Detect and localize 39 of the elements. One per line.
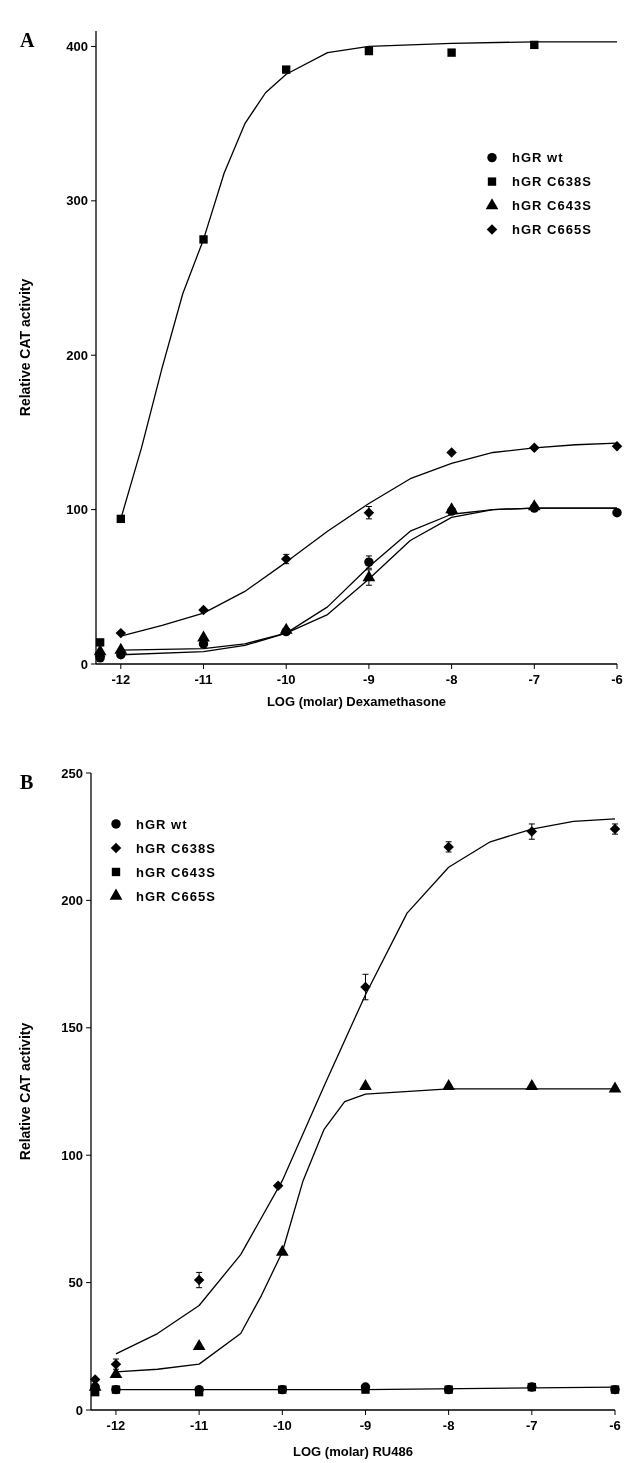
x-tick-label: -6 — [611, 672, 623, 687]
x-tick-label: -12 — [106, 1418, 126, 1433]
legend-label: hGR C643S — [512, 198, 592, 214]
legend-label: hGR wt — [136, 816, 188, 832]
y-tick-label: 200 — [61, 892, 83, 908]
chart-title: A — [20, 29, 35, 51]
x-tick-label: -8 — [442, 1418, 455, 1433]
legend-label: hGR C638S — [136, 840, 216, 856]
legend-label: hGR C665S — [512, 222, 592, 238]
y-tick-label: 200 — [66, 347, 88, 363]
x-tick-label: -9 — [363, 672, 375, 687]
x-axis-title: LOG (molar) Dexamethasone — [266, 694, 447, 709]
x-tick-label: -7 — [528, 672, 541, 687]
y-tick-label: 250 — [61, 765, 83, 781]
y-tick-label: 100 — [61, 1147, 83, 1163]
y-tick-label: 100 — [66, 502, 88, 518]
x-tick-label: -10 — [276, 672, 296, 687]
y-tick-label: 50 — [68, 1275, 83, 1291]
legend-label: hGR C665S — [136, 888, 216, 904]
legend-label: hGR wt — [512, 150, 564, 166]
chart-title: B — [20, 771, 34, 793]
y-axis-title: Relative CAT activity — [17, 1022, 33, 1161]
legend-label: hGR C638S — [512, 174, 592, 190]
x-tick-label: -11 — [190, 1418, 209, 1433]
x-tick-label: -12 — [111, 672, 131, 687]
x-tick-label: -6 — [609, 1418, 621, 1433]
y-axis-title: Relative CAT activity — [17, 278, 33, 417]
x-tick-label: -9 — [359, 1418, 372, 1433]
y-tick-label: 0 — [80, 656, 88, 672]
y-tick-label: 300 — [66, 193, 88, 209]
x-tick-label: -8 — [445, 672, 458, 687]
legend-label: hGR C643S — [136, 864, 216, 880]
x-tick-label: -11 — [194, 672, 213, 687]
x-axis-title: LOG (molar) RU486 — [293, 1444, 413, 1459]
x-tick-label: -10 — [272, 1418, 292, 1433]
y-tick-label: 150 — [61, 1020, 83, 1036]
x-tick-label: -7 — [526, 1418, 538, 1433]
y-tick-label: 400 — [66, 38, 88, 54]
y-tick-label: 0 — [75, 1402, 83, 1418]
